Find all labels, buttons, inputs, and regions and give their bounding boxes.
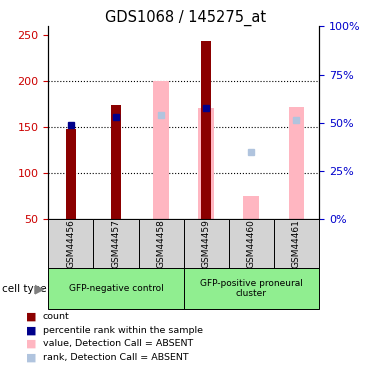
Text: GSM44460: GSM44460 xyxy=(247,219,256,268)
Bar xyxy=(243,196,259,219)
Bar xyxy=(153,81,169,219)
Text: percentile rank within the sample: percentile rank within the sample xyxy=(43,326,203,335)
Text: ■: ■ xyxy=(26,352,36,362)
Text: GSM44457: GSM44457 xyxy=(111,219,121,268)
Text: ■: ■ xyxy=(26,339,36,349)
Bar xyxy=(201,41,211,219)
Text: GFP-positive proneural
cluster: GFP-positive proneural cluster xyxy=(200,279,303,298)
Text: count: count xyxy=(43,312,69,321)
Bar xyxy=(111,105,121,219)
Text: ■: ■ xyxy=(26,326,36,335)
Bar xyxy=(184,268,319,309)
Bar xyxy=(48,268,184,309)
Text: rank, Detection Call = ABSENT: rank, Detection Call = ABSENT xyxy=(43,353,188,362)
Text: GSM44459: GSM44459 xyxy=(202,219,211,268)
Bar xyxy=(198,108,214,219)
Text: value, Detection Call = ABSENT: value, Detection Call = ABSENT xyxy=(43,339,193,348)
Bar xyxy=(289,107,304,219)
Text: GFP-negative control: GFP-negative control xyxy=(69,284,163,293)
Bar xyxy=(229,219,274,268)
Bar xyxy=(138,219,184,268)
Text: GSM44461: GSM44461 xyxy=(292,219,301,268)
Bar xyxy=(93,219,138,268)
Text: GDS1068 / 145275_at: GDS1068 / 145275_at xyxy=(105,9,266,26)
Bar xyxy=(48,219,93,268)
Text: ■: ■ xyxy=(26,312,36,322)
Bar xyxy=(274,219,319,268)
Bar xyxy=(184,219,229,268)
Text: GSM44458: GSM44458 xyxy=(157,219,165,268)
Text: ▶: ▶ xyxy=(35,282,44,295)
Bar xyxy=(66,129,76,219)
Text: cell type: cell type xyxy=(2,284,46,294)
Text: GSM44456: GSM44456 xyxy=(66,219,75,268)
